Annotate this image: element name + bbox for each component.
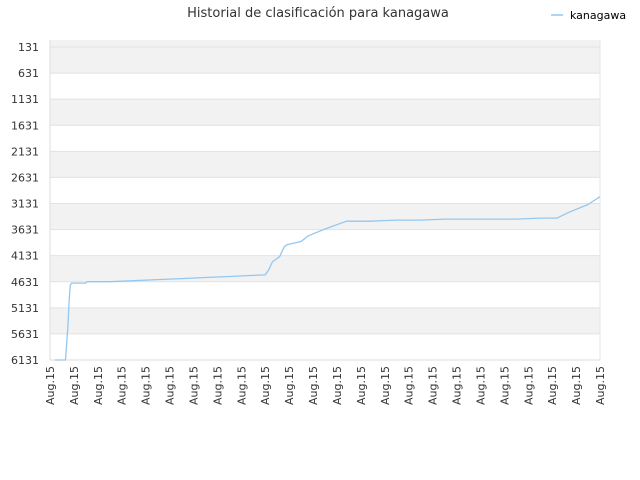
x-tick-label: Aug.15 xyxy=(283,366,296,405)
x-tick-label: Aug.15 xyxy=(403,366,416,405)
x-tick-label: Aug.15 xyxy=(474,366,487,405)
x-tick-label: Aug.15 xyxy=(68,366,81,405)
y-tick-label: 4631 xyxy=(11,276,39,289)
series-line-kanagawa xyxy=(54,196,601,361)
x-tick-label: Aug.15 xyxy=(451,366,464,405)
plot-bands xyxy=(50,40,600,360)
x-tick-label: Aug.15 xyxy=(44,366,57,405)
x-tick-label: Aug.15 xyxy=(164,366,177,405)
y-tick-label: 1631 xyxy=(11,119,39,132)
legend[interactable]: kanagawa xyxy=(551,9,626,22)
grid-band xyxy=(50,203,600,230)
x-tick-label: Aug.15 xyxy=(140,366,153,405)
x-tick-label: Aug.15 xyxy=(570,366,583,405)
grid-band xyxy=(50,255,600,282)
x-tick-label: Aug.15 xyxy=(211,366,224,405)
x-tick-label: Aug.15 xyxy=(594,366,607,405)
grid-band xyxy=(50,151,600,178)
grid-band xyxy=(50,99,600,126)
y-tick-label: 6131 xyxy=(11,354,39,367)
plot-area xyxy=(50,40,600,360)
x-tick-label: Aug.15 xyxy=(235,366,248,405)
grid-band xyxy=(50,307,600,334)
y-tick-label: 2631 xyxy=(11,171,39,184)
y-tick-label: 3631 xyxy=(11,224,39,237)
grid-band xyxy=(50,40,600,74)
x-axis: Aug.15 Aug.15 Aug.15 Aug.15 Aug.15 Aug.15 Aug.… xyxy=(44,366,607,405)
y-tick-label: 5131 xyxy=(11,302,39,315)
series-layer xyxy=(54,196,601,361)
gridlines xyxy=(49,40,601,361)
legend-label: kanagawa xyxy=(570,9,626,22)
chart-title: Historial de clasificación para kanagawa xyxy=(187,6,449,21)
x-tick-label: Aug.15 xyxy=(92,366,105,405)
y-axis: 131 631 1131 1631 2131 2631 3131 3631 4131 4631 51… xyxy=(11,41,39,367)
x-tick-label: Aug.15 xyxy=(355,366,368,405)
x-tick-label: Aug.15 xyxy=(116,366,129,405)
x-tick-label: Aug.15 xyxy=(522,366,535,405)
x-tick-label: Aug.15 xyxy=(379,366,392,405)
x-tick-label: Aug.15 xyxy=(427,366,440,405)
y-tick-label: 5631 xyxy=(11,328,39,341)
y-tick-label: 631 xyxy=(18,67,39,80)
y-tick-label: 3131 xyxy=(11,198,39,211)
y-tick-label: 4131 xyxy=(11,250,39,263)
x-tick-label: Aug.15 xyxy=(259,366,272,405)
x-tick-label: Aug.15 xyxy=(331,366,344,405)
y-tick-label: 131 xyxy=(18,41,39,54)
y-tick-label: 1131 xyxy=(11,93,39,106)
x-tick-label: Aug.15 xyxy=(307,366,320,405)
x-tick-label: Aug.15 xyxy=(187,366,200,405)
x-tick-label: Aug.15 xyxy=(498,366,511,405)
y-tick-label: 2131 xyxy=(11,145,39,158)
x-tick-label: Aug.15 xyxy=(546,366,559,405)
